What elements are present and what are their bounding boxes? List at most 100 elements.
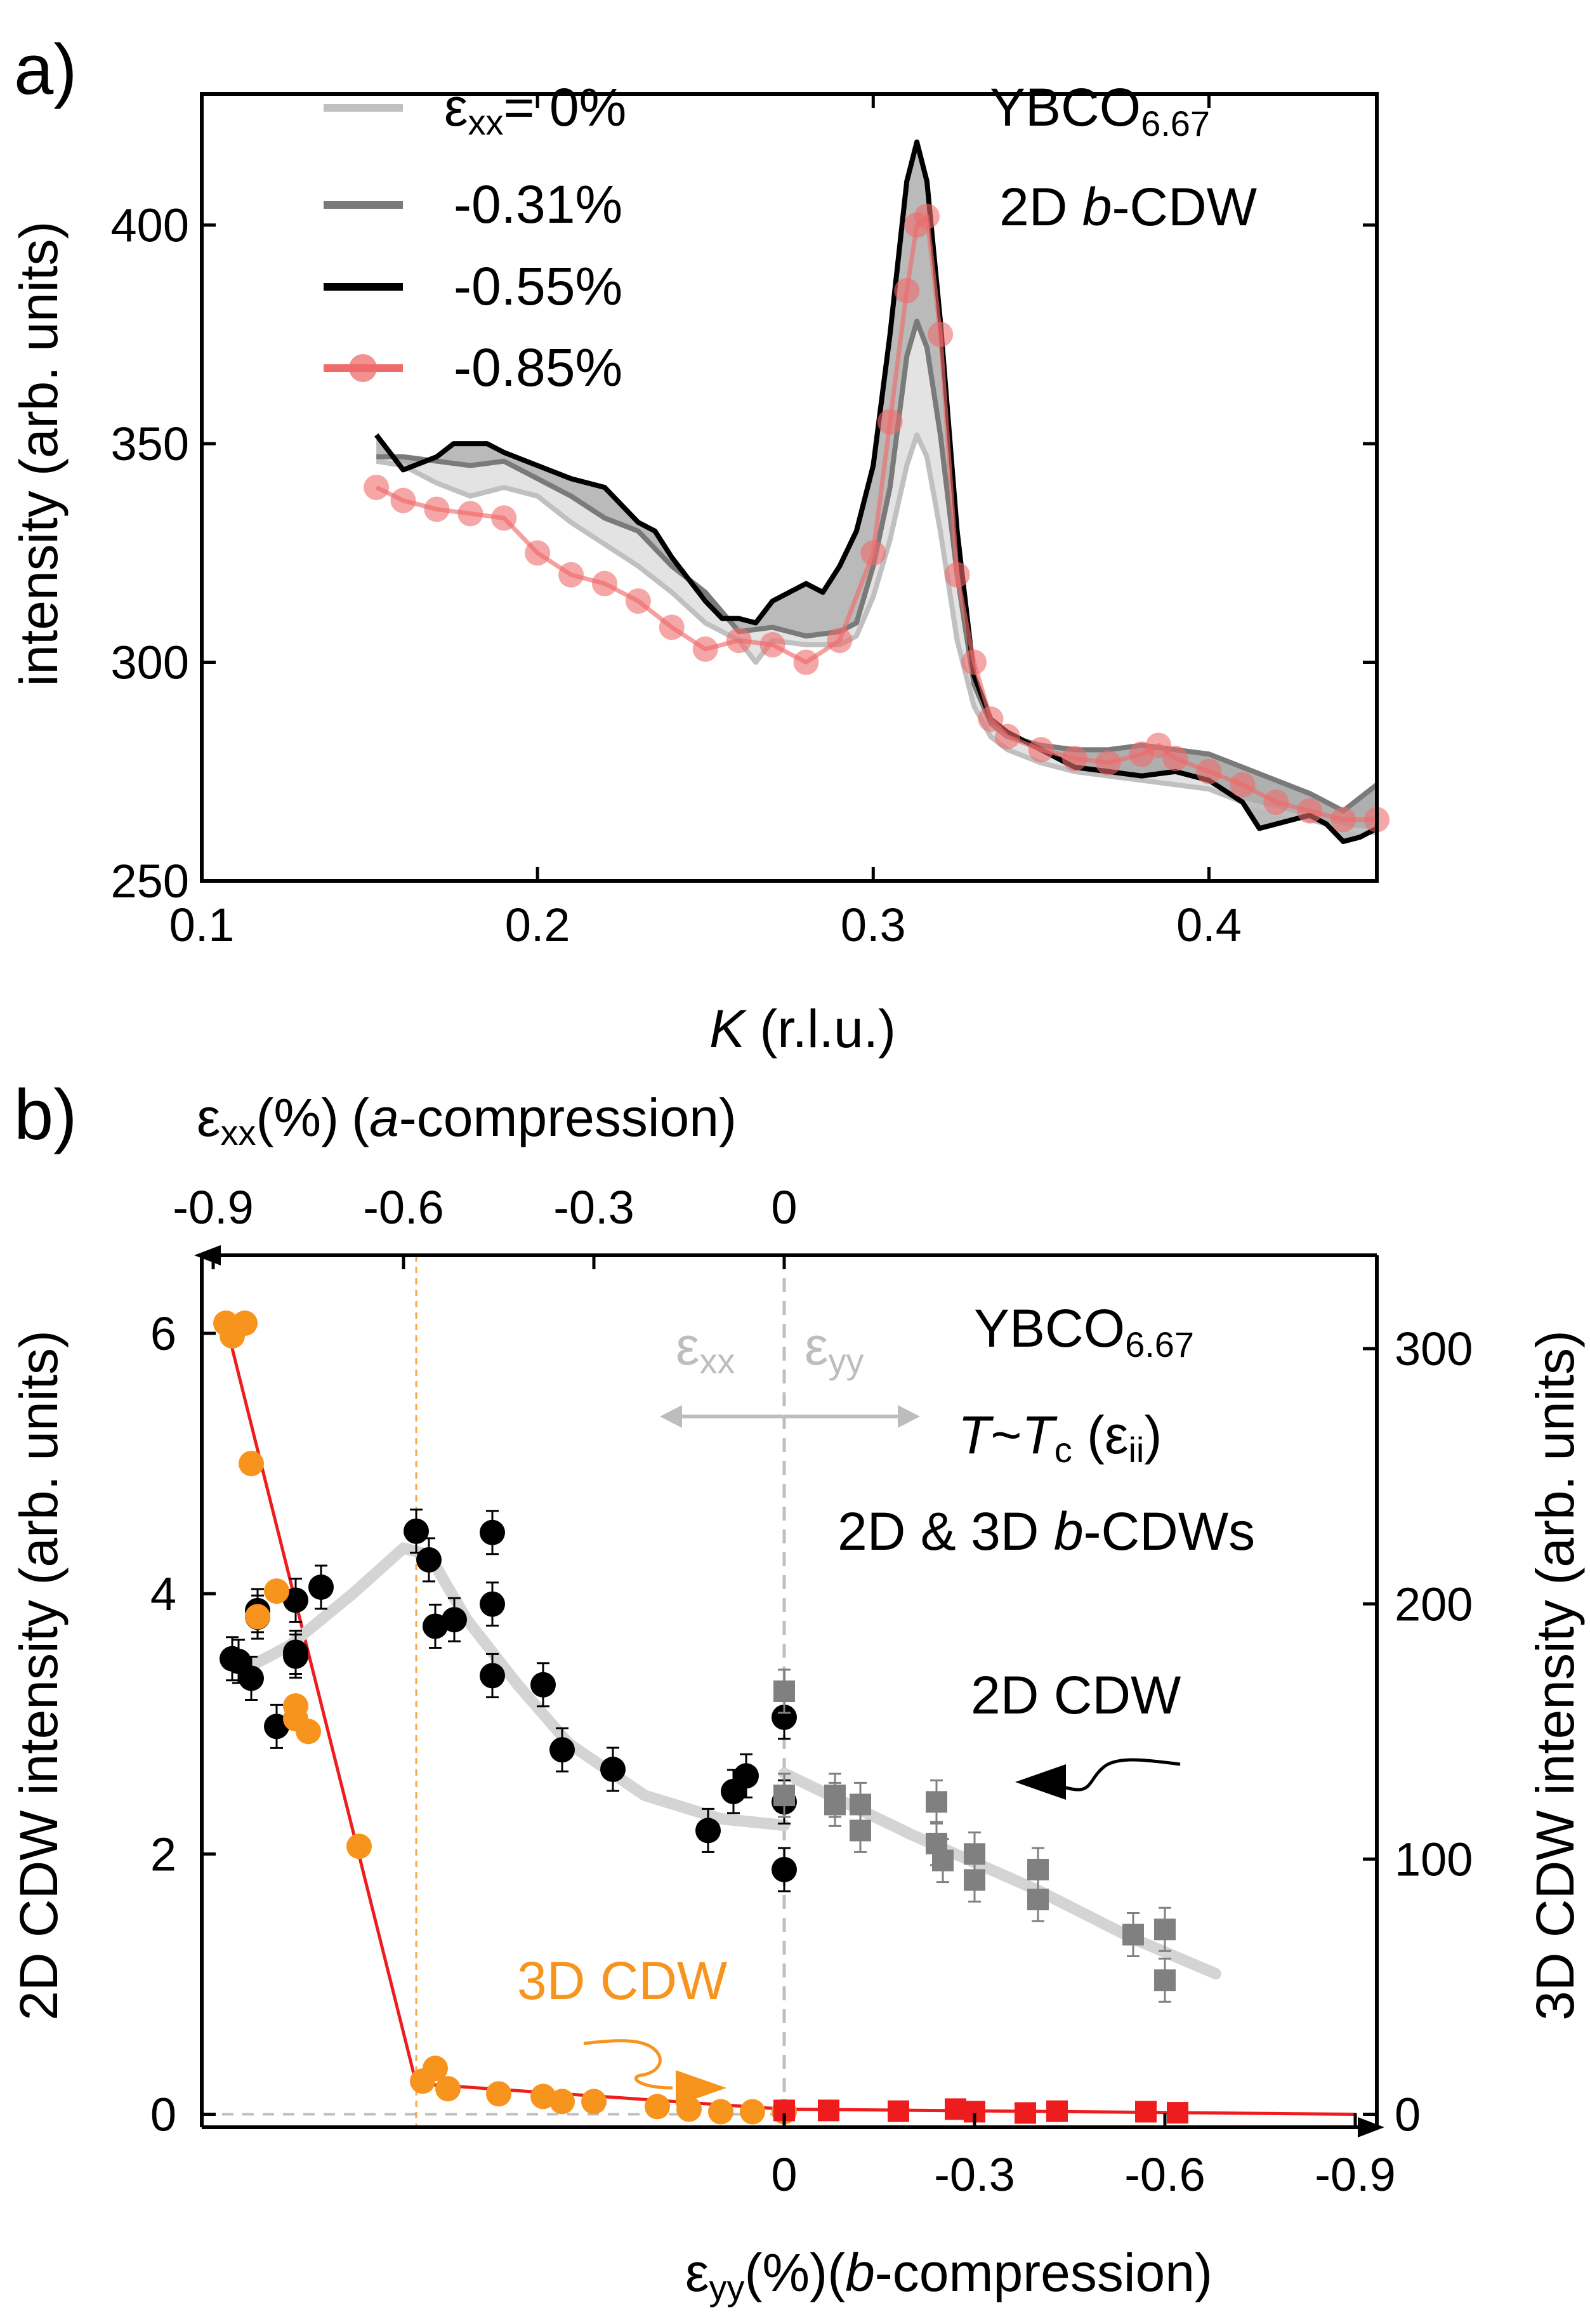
point-1-0 bbox=[773, 1680, 795, 1702]
point-0-15 bbox=[480, 1591, 505, 1617]
marker-085-23 bbox=[978, 706, 1004, 732]
point-2-17 bbox=[645, 2094, 670, 2120]
panel-a-axes: 0.1 0.2 0.3 0.4 250 300 350 400 bbox=[111, 92, 1379, 951]
point-2-8 bbox=[296, 1719, 321, 1745]
point-0-12 bbox=[423, 1613, 448, 1639]
point-0-8 bbox=[283, 1587, 308, 1613]
marker-085-31 bbox=[1196, 758, 1222, 784]
panel-b-temperature-label: T~Tc (εii) bbox=[958, 1405, 1162, 1470]
point-3-3 bbox=[945, 2098, 966, 2120]
series-line-0 bbox=[376, 432, 1377, 836]
point-2-16 bbox=[581, 2089, 607, 2115]
marker-085-6 bbox=[558, 562, 584, 588]
point-1-6 bbox=[926, 1791, 947, 1813]
b-left-tick-label-2: 4 bbox=[150, 1568, 176, 1620]
a-ytick-label-0: 250 bbox=[111, 855, 189, 908]
point-3-6 bbox=[1046, 2100, 1068, 2122]
point-0-10 bbox=[404, 1518, 429, 1544]
point-2-11 bbox=[423, 2056, 448, 2082]
b-top-tick-label-1: -0.6 bbox=[363, 1181, 444, 1234]
marker-085-9 bbox=[659, 614, 685, 640]
a-xtick-label-0: 0.1 bbox=[169, 899, 235, 951]
b-top-tick-label-3: 0 bbox=[771, 1181, 797, 1234]
point-3-7 bbox=[1135, 2101, 1157, 2123]
panel-a-ylabel: intensity (arb. units) bbox=[9, 221, 69, 687]
marker-085-11 bbox=[726, 628, 752, 654]
legend-label-1: -0.31% bbox=[454, 175, 622, 234]
legend-marker-3 bbox=[349, 354, 377, 382]
panel-b-axes: 0 -0.3 -0.6 -0.9 -0.9 -0.6 -0.3 0 0 2 4 6 0 100 200 300 bbox=[150, 1181, 1473, 2201]
marker-085-35 bbox=[1330, 807, 1357, 833]
panel-b-bottom-axis-title: εyy(%)(b-compression) bbox=[685, 2243, 1212, 2307]
point-0-14 bbox=[480, 1519, 505, 1545]
a-xtick-label-3: 0.4 bbox=[1176, 899, 1242, 951]
marker-085-25 bbox=[1028, 737, 1054, 763]
marker-085-21 bbox=[944, 562, 970, 588]
legend-label-0: εxx= 0% bbox=[444, 77, 626, 142]
marker-085-12 bbox=[759, 632, 785, 657]
marker-085-30 bbox=[1162, 746, 1188, 772]
panel-a-label: a) bbox=[14, 30, 77, 109]
fill-band-1-2 bbox=[376, 142, 1377, 842]
a-ytick-label-1: 300 bbox=[111, 637, 189, 689]
point-0-20 bbox=[695, 1818, 721, 1844]
panel-a-frame bbox=[200, 92, 1379, 883]
b-left-tick-label-1: 2 bbox=[150, 1828, 176, 1880]
series-line-2 bbox=[374, 139, 1378, 844]
a-xtick-label-1: 0.2 bbox=[505, 899, 570, 951]
b-top-tick-label-0: -0.9 bbox=[173, 1181, 254, 1234]
point-3-2 bbox=[888, 2100, 909, 2122]
point-3-1 bbox=[818, 2099, 839, 2122]
marker-085-4 bbox=[491, 505, 517, 531]
eps-xx-region-label: εxx bbox=[676, 1316, 735, 1381]
marker-085-20 bbox=[928, 321, 954, 347]
point-1-10 bbox=[964, 1869, 985, 1891]
b-right-tick-label-3: 300 bbox=[1395, 1323, 1473, 1375]
eps-yy-arrowhead bbox=[898, 1405, 920, 1428]
panel-b-left-ylabel: 2D CDW intensity (arb. units) bbox=[9, 1330, 69, 2021]
point-0-16 bbox=[480, 1663, 505, 1689]
marker-085-34 bbox=[1297, 798, 1323, 824]
point-2-13 bbox=[486, 2081, 511, 2107]
panel-b-sample-label: YBCO6.67 bbox=[974, 1298, 1194, 1364]
b-right-tick-label-2: 200 bbox=[1395, 1578, 1473, 1630]
point-2-9 bbox=[346, 1833, 372, 1859]
marker-085-19 bbox=[914, 203, 940, 229]
marker-085-10 bbox=[692, 636, 718, 662]
marker-085-14 bbox=[827, 628, 853, 654]
label-2d-cdw: 2D CDW bbox=[971, 1665, 1181, 1725]
b-bottom-tick-label-1: -0.3 bbox=[934, 2148, 1015, 2201]
marker-085-13 bbox=[793, 649, 819, 675]
panel-b-label: b) bbox=[14, 1075, 77, 1154]
marker-085-22 bbox=[961, 649, 987, 675]
b-left-tick-label-3: 6 bbox=[150, 1307, 176, 1360]
point-3-8 bbox=[1167, 2102, 1188, 2124]
point-1-13 bbox=[1122, 1924, 1144, 1946]
marker-085-27 bbox=[1095, 750, 1121, 776]
arrowhead-3d bbox=[676, 2070, 726, 2106]
point-2-19 bbox=[708, 2099, 733, 2125]
marker-085-7 bbox=[591, 571, 617, 597]
point-0-22 bbox=[733, 1763, 759, 1789]
point-1-5 bbox=[850, 1819, 871, 1842]
b-right-tick-label-1: 100 bbox=[1395, 1833, 1473, 1885]
point-2-12 bbox=[435, 2076, 461, 2102]
marker-085-26 bbox=[1061, 746, 1087, 772]
legend-label-2: -0.55% bbox=[454, 256, 622, 316]
panel-b-top-axis-title: εxx(%) (a-compression) bbox=[197, 1088, 737, 1152]
point-2-3 bbox=[239, 1451, 264, 1477]
point-1-14 bbox=[1154, 1918, 1176, 1941]
b-bottom-tick-label-2: -0.6 bbox=[1124, 2148, 1206, 2201]
point-2-15 bbox=[549, 2089, 575, 2115]
b-left-tick-label-0: 0 bbox=[150, 2088, 176, 2141]
panel-b: b) εxx(%) (a-compression) 0 -0.3 -0.6 -0.9 -0… bbox=[9, 1075, 1585, 2307]
point-1-1 bbox=[773, 1785, 795, 1807]
marker-085-17 bbox=[894, 278, 920, 303]
marker-085-15 bbox=[860, 540, 886, 566]
squiggle-3d bbox=[583, 2039, 673, 2090]
marker-085-16 bbox=[877, 409, 903, 435]
arrowhead-2d bbox=[1015, 1764, 1066, 1800]
marker-085-0 bbox=[364, 475, 390, 500]
b-top-axis-arrow bbox=[194, 1245, 221, 1265]
panel-a: a) 0.1 0.2 0.3 0.4 250 300 350 400 intensity (a… bbox=[9, 30, 1390, 1059]
